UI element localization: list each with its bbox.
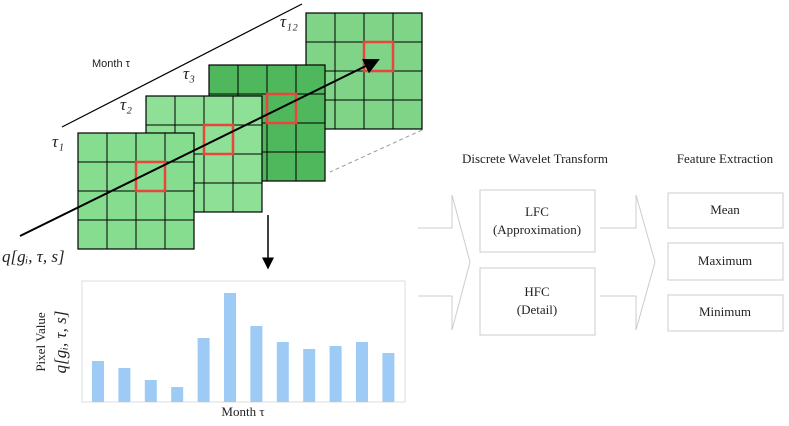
selected-pixel — [265, 92, 298, 125]
layer-label: τ₁ — [52, 132, 64, 151]
box-text: LFC — [525, 204, 549, 219]
selected-pixel — [134, 160, 167, 193]
features-title: Feature Extraction — [677, 151, 774, 166]
bar — [197, 338, 210, 402]
feature-box — [667, 242, 784, 281]
dashed-edge — [329, 129, 423, 173]
bar — [303, 349, 316, 402]
box-text: (Detail) — [517, 302, 557, 317]
feature-box — [667, 192, 784, 229]
bar — [329, 346, 342, 402]
month-axis-label: Month τ — [92, 58, 131, 70]
bar — [382, 353, 395, 402]
dwt-title: Discrete Wavelet Transform — [462, 151, 608, 166]
bar — [250, 326, 263, 402]
hfc-box — [479, 267, 596, 336]
feature-box — [667, 294, 784, 332]
pixel-arrow — [19, 58, 380, 237]
bar — [144, 380, 157, 402]
box-text: (Approximation) — [493, 222, 581, 237]
x-axis-label: Month τ — [221, 404, 264, 419]
chevron — [418, 194, 471, 331]
feature-text: Maximum — [698, 253, 752, 268]
chart-frame — [81, 280, 406, 403]
layer-label: τ₁₂ — [280, 12, 298, 31]
y-axis-math: q[gᵢ, τ, s] — [51, 311, 70, 374]
layer-label: τ₂ — [120, 95, 132, 114]
bar — [224, 293, 236, 402]
bar — [356, 342, 368, 402]
pixel-label: q[gᵢ, τ, s] — [2, 247, 65, 266]
bar — [118, 368, 131, 402]
month-axis-line — [61, 3, 303, 128]
lfc-box — [479, 189, 596, 253]
feature-text: Mean — [710, 202, 740, 217]
layer-label: τ₃ — [183, 64, 195, 83]
feature-text: Minimum — [699, 304, 751, 319]
bar — [92, 361, 104, 402]
selected-pixel — [202, 123, 235, 156]
bar — [171, 387, 184, 402]
y-axis-label: Pixel Value — [33, 312, 48, 372]
box-text: HFC — [524, 284, 549, 299]
bar — [276, 342, 289, 402]
chevron — [600, 194, 656, 331]
